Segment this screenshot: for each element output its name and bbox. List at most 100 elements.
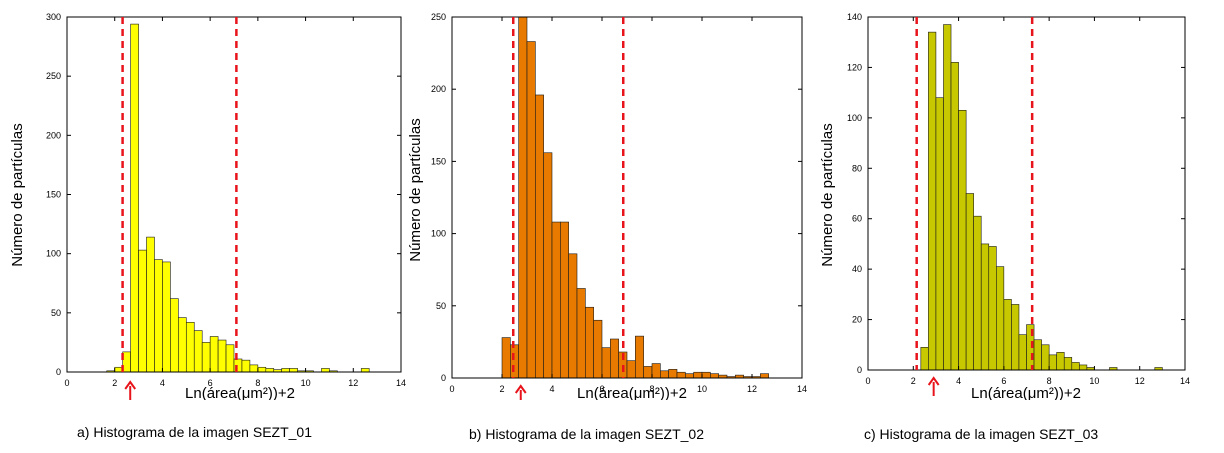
histogram-bar [1003, 299, 1012, 371]
histogram-bar [651, 363, 661, 379]
histogram-bar [585, 306, 594, 379]
y-axis-label: Número de partículas [9, 123, 26, 266]
y-tick-label: 0 [857, 365, 862, 375]
caption-c: c) Histograma de la imagen SEZT_03 [864, 426, 1099, 442]
histogram-panel-a: 0 2 4 6 8 10 12 14 0 50 100 150 200 250 300 Ln(área(μm²… [0, 0, 408, 400]
histogram-bar [576, 288, 586, 379]
histogram-bar [162, 261, 171, 373]
y-tick-label: 100 [431, 229, 446, 239]
indicator-arrow-head [124, 380, 137, 390]
x-tick-label: 14 [396, 378, 406, 388]
histogram-bar [526, 41, 536, 379]
y-tick-label: 0 [441, 373, 446, 383]
histogram-bar [241, 359, 251, 373]
caption-b: b) Histograma de la imagen SEZT_02 [469, 426, 704, 442]
histogram-bar [980, 243, 990, 371]
histogram-bar [178, 317, 187, 373]
histogram-bar [920, 347, 929, 371]
histogram-bar [958, 109, 967, 371]
histogram-bar [501, 337, 511, 379]
x-tick-label: 4 [956, 376, 961, 386]
histogram-bar [965, 193, 974, 371]
histogram-bar [693, 371, 703, 379]
y-tick-label: 250 [46, 71, 61, 81]
histogram-bar [257, 366, 267, 373]
x-axis-label: Ln(área(μm²))+2 [185, 385, 295, 400]
histogram-bar [685, 373, 694, 379]
histogram-bar [610, 338, 619, 379]
indicator-arrow-head [927, 376, 940, 386]
x-tick-label: 10 [697, 384, 707, 394]
x-tick-label: 12 [747, 384, 757, 394]
histogram-bar [660, 370, 669, 379]
y-tick-label: 0 [56, 367, 61, 377]
x-tick-label: 2 [112, 378, 117, 388]
histogram-bar [996, 266, 1005, 371]
histogram-bar [130, 23, 139, 373]
y-tick-label: 200 [431, 84, 446, 94]
x-tick-label: 0 [449, 384, 454, 394]
plot-frame [867, 16, 1186, 371]
histogram-bar [518, 16, 528, 379]
histogram-bar [510, 344, 519, 379]
histogram-chart-b: 0 2 4 6 8 10 12 14 0 50 100 150 200 250 Ln(área(μm²))+… [407, 12, 807, 400]
histogram-bar [1033, 339, 1042, 371]
histogram-bar [568, 253, 578, 379]
histogram-bar [988, 246, 997, 371]
histogram-bar [1018, 334, 1027, 371]
histogram-bar [289, 368, 298, 373]
histogram-bar [535, 94, 544, 379]
histogram-bar [185, 321, 195, 373]
y-tick-label: 300 [46, 12, 61, 22]
x-tick-label: 6 [599, 384, 604, 394]
histogram-bar [225, 344, 235, 373]
histogram-bar [551, 221, 561, 379]
y-tick-label: 120 [847, 62, 862, 72]
histogram-chart-a: 0 2 4 6 8 10 12 14 0 50 100 150 200 250 300 Ln(área(μm²… [9, 12, 406, 400]
x-tick-label: 6 [208, 378, 213, 388]
histogram-bar [360, 368, 370, 373]
histogram-bar [710, 373, 719, 379]
histogram-chart-c: 0 2 4 6 8 10 12 14020406080100120140Ln(área(μm²… [819, 12, 1190, 400]
histogram-bar [543, 152, 553, 379]
histogram-panel-b: 0 2 4 6 8 10 12 14 0 50 100 150 200 250 Ln(área(μm²))+… [400, 0, 808, 400]
y-tick-label: 150 [46, 190, 61, 200]
x-tick-label: 0 [865, 376, 870, 386]
histogram-bar [950, 62, 959, 371]
y-tick-label: 80 [852, 163, 862, 173]
x-tick-label: 2 [911, 376, 916, 386]
y-axis-label: Número de partículas [819, 123, 836, 266]
x-tick-label: 14 [797, 384, 807, 394]
histogram-bar [760, 373, 769, 379]
y-tick-label: 140 [847, 12, 862, 22]
x-tick-label: 8 [1047, 376, 1052, 386]
x-tick-label: 4 [160, 378, 165, 388]
histogram-bar [593, 319, 603, 379]
histogram-bar [635, 335, 644, 379]
histogram-bar [281, 368, 290, 373]
caption-a: a) Histograma de la imagen SEZT_01 [77, 424, 312, 440]
histogram-bar [249, 364, 259, 373]
histogram-bar [193, 330, 203, 373]
y-tick-label: 250 [431, 12, 446, 22]
histogram-bar [943, 24, 952, 371]
plot-frame [66, 16, 402, 373]
x-tick-label: 14 [1180, 376, 1190, 386]
histogram-bar [201, 342, 211, 373]
histogram-bar [1079, 364, 1088, 371]
y-tick-label: 100 [46, 249, 61, 259]
histogram-panel-c: 0 2 4 6 8 10 12 14 0 20 40 60 80 100 120 140 Ln(área(μm²… [808, 0, 1216, 400]
histogram-bar [321, 368, 330, 373]
histogram-bar [1071, 362, 1080, 371]
x-tick-label: 10 [1089, 376, 1099, 386]
x-tick-label: 10 [301, 378, 311, 388]
y-tick-label: 40 [852, 264, 862, 274]
histogram-bar [1056, 352, 1065, 371]
y-tick-label: 50 [436, 301, 446, 311]
x-tick-label: 4 [549, 384, 554, 394]
histogram-bar [170, 298, 179, 373]
y-axis-label: Número de partículas [407, 118, 424, 261]
histogram-bar [1011, 304, 1020, 371]
histogram-bar [701, 371, 711, 379]
x-axis-label: Ln(área(μm²))+2 [971, 385, 1081, 400]
